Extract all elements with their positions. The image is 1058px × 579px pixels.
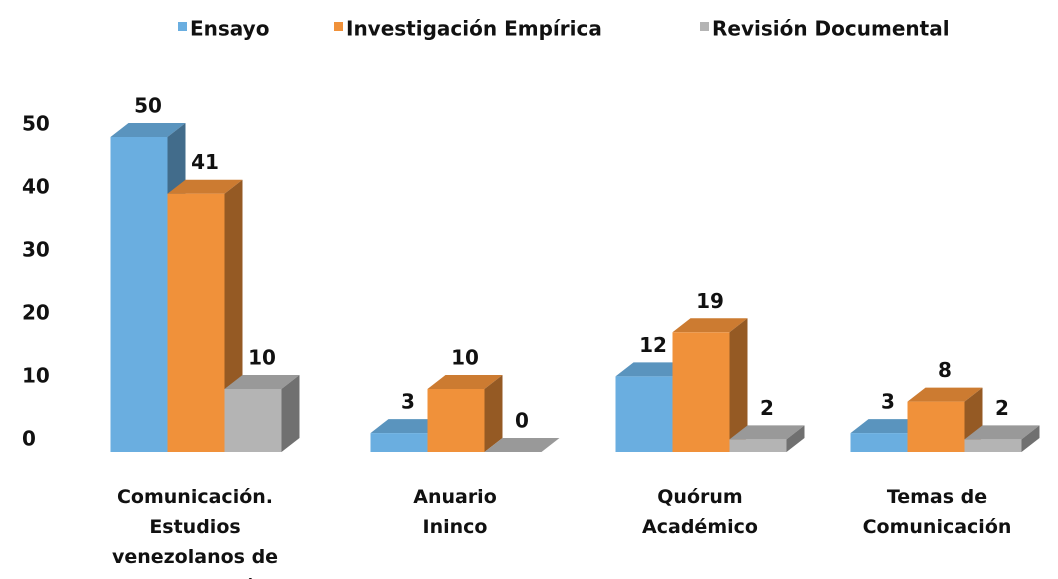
bar-front: [729, 439, 787, 452]
bar: [615, 362, 691, 452]
bar-top: [907, 387, 983, 402]
x-tick-label: Anuario Ininco: [413, 486, 497, 538]
legend-label: Revisión Documental: [712, 17, 950, 41]
bar-front: [370, 433, 428, 452]
value-label: 10: [248, 346, 276, 370]
value-label: 10: [451, 346, 479, 370]
bar: [224, 375, 300, 452]
bar-top: [615, 362, 691, 377]
bar: [427, 375, 503, 452]
value-label: 0: [515, 409, 529, 433]
value-label: 2: [760, 396, 774, 420]
bar-side: [1021, 425, 1040, 452]
bar-front: [615, 376, 673, 452]
bar-top: [484, 438, 560, 452]
y-tick-label: 10: [22, 364, 50, 388]
y-tick-label: 30: [22, 238, 50, 262]
bar-front: [224, 389, 282, 452]
y-tick-label: 40: [22, 175, 50, 199]
legend-swatch: [334, 22, 343, 31]
bar: [484, 438, 560, 452]
x-tick-label: Temas de Comunicación: [862, 486, 1012, 538]
bar-top: [964, 425, 1040, 440]
legend-swatch: [178, 22, 187, 31]
value-label: 2: [995, 396, 1009, 420]
bar-side: [729, 318, 748, 452]
bar-side: [484, 375, 503, 452]
bar-top: [370, 419, 446, 434]
value-label: 12: [639, 333, 667, 357]
bar-side: [281, 375, 300, 452]
bar-top: [729, 425, 805, 440]
bar-top: [427, 375, 503, 389]
legend-swatch: [700, 22, 709, 31]
bar: [964, 425, 1040, 452]
bar-top: [850, 419, 926, 434]
bar-front: [167, 193, 225, 452]
bar-front: [850, 433, 908, 452]
bar-front: [964, 439, 1022, 452]
x-tick-label: Quórum Académico: [642, 486, 758, 538]
value-label: 19: [696, 289, 724, 313]
y-tick-label: 50: [22, 112, 50, 136]
value-label: 41: [191, 150, 219, 174]
value-label: 3: [881, 390, 895, 414]
x-tick-label: Comunicación. Estudios venezolanos de co…: [111, 486, 279, 579]
bar-front: [427, 389, 485, 452]
bar-front: [672, 332, 730, 452]
bar: [729, 425, 805, 452]
bar-top: [167, 179, 243, 194]
value-label: 3: [401, 390, 415, 414]
bar-front: [110, 137, 168, 452]
legend-label: Investigación Empírica: [346, 17, 602, 41]
value-label: 50: [134, 94, 162, 118]
y-tick-label: 20: [22, 301, 50, 325]
bar: [672, 318, 748, 452]
bar-top: [672, 318, 748, 333]
bar-top: [110, 123, 186, 137]
bar-front: [907, 401, 965, 452]
bar-side: [786, 425, 805, 452]
value-label: 8: [938, 358, 952, 382]
bar-top: [224, 375, 300, 389]
legend-label: Ensayo: [190, 17, 269, 41]
bar: [907, 387, 983, 452]
y-tick-label: 0: [22, 427, 36, 451]
